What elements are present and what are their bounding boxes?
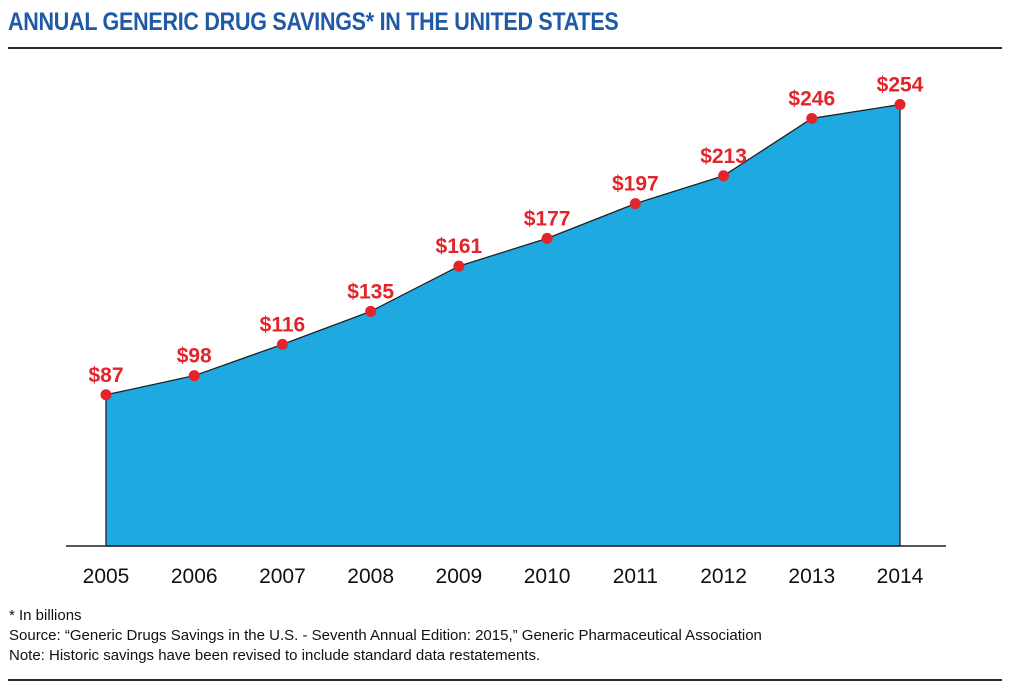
data-label: $135 bbox=[347, 280, 394, 303]
data-point bbox=[100, 389, 112, 401]
unit-footnote: * In billions bbox=[9, 607, 82, 624]
x-tick-label: 2011 bbox=[613, 565, 658, 588]
chart-title: ANNUAL GENERIC DRUG SAVINGS* IN THE UNIT… bbox=[8, 8, 619, 36]
data-point bbox=[894, 99, 906, 111]
top-divider bbox=[8, 47, 1002, 49]
source-footnote: Source: “Generic Drugs Savings in the U.… bbox=[9, 627, 762, 644]
data-label: $254 bbox=[877, 74, 924, 97]
x-tick-label: 2005 bbox=[83, 565, 130, 588]
data-label: $213 bbox=[700, 145, 747, 168]
note-footnote: Note: Historic savings have been revised… bbox=[9, 647, 541, 664]
data-label: $197 bbox=[612, 173, 659, 196]
x-tick-label: 2013 bbox=[788, 565, 835, 588]
footnotes: * In billions Source: “Generic Drugs Sav… bbox=[9, 606, 762, 666]
data-point bbox=[718, 170, 730, 182]
data-point bbox=[629, 198, 641, 210]
bottom-divider bbox=[8, 679, 1002, 681]
data-point bbox=[276, 338, 288, 350]
x-tick-label: 2014 bbox=[877, 565, 924, 588]
data-point bbox=[453, 260, 465, 272]
area-series bbox=[105, 103, 901, 547]
data-point bbox=[188, 370, 200, 382]
x-tick-label: 2009 bbox=[436, 565, 483, 588]
data-label: $98 bbox=[177, 345, 212, 368]
data-point bbox=[806, 112, 818, 124]
x-tick-label: 2010 bbox=[524, 565, 571, 588]
data-label: $161 bbox=[436, 235, 483, 258]
x-tick-label: 2006 bbox=[171, 565, 218, 588]
data-point bbox=[541, 232, 553, 244]
data-label: $87 bbox=[88, 364, 123, 387]
data-label: $177 bbox=[524, 207, 571, 230]
x-tick-label: 2012 bbox=[700, 565, 747, 588]
area-chart: $87 2005 $98 2006 $116 2007 $135 2008 $161 2009 $1… bbox=[66, 74, 946, 588]
data-label: $246 bbox=[788, 87, 835, 110]
data-label: $116 bbox=[260, 313, 306, 336]
x-tick-label: 2007 bbox=[259, 565, 306, 588]
x-tick-label: 2008 bbox=[347, 565, 394, 588]
data-point bbox=[365, 305, 377, 317]
